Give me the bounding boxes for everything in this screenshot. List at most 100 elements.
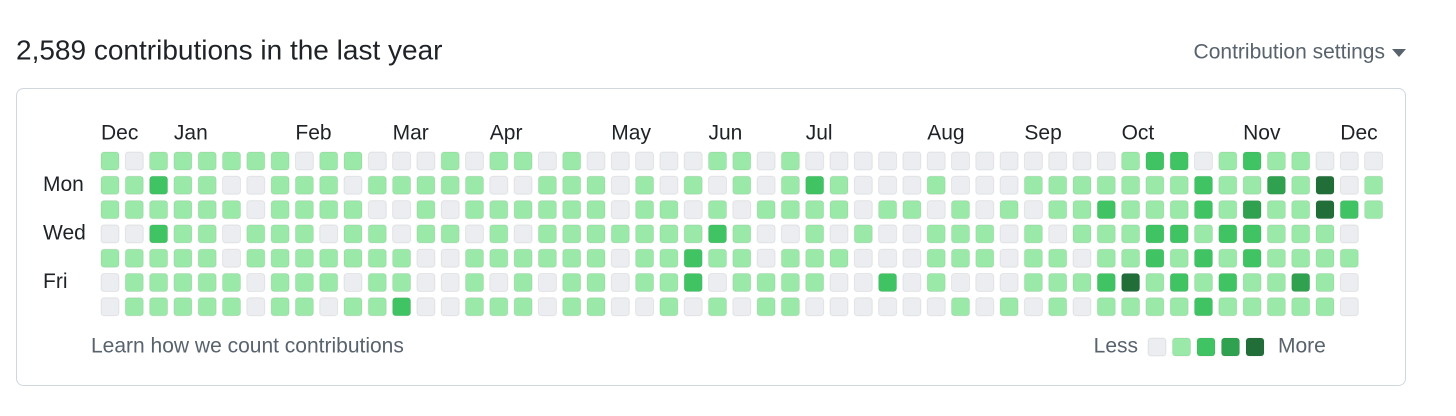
day-cell [732, 200, 752, 220]
day-cell [489, 200, 509, 220]
day-cell [173, 224, 193, 244]
settings-link[interactable]: Contribution settings [1194, 41, 1385, 64]
day-cell [222, 224, 241, 244]
day-cell [999, 297, 1019, 317]
day-cell [708, 200, 727, 220]
day-cell [975, 273, 995, 292]
day-cell [1364, 175, 1384, 195]
day-cell [683, 200, 703, 220]
day-cell [1145, 297, 1165, 317]
caret[interactable] [1392, 49, 1406, 57]
day-cell [1194, 224, 1213, 244]
day-cell [902, 200, 922, 220]
day-cell [416, 248, 436, 268]
month-label: Feb [295, 122, 331, 145]
day-cell [270, 151, 290, 171]
day-cell [1339, 151, 1359, 171]
day-cell [1145, 248, 1165, 268]
day-cell [246, 297, 266, 317]
day-cell [1315, 151, 1335, 171]
day-cell [197, 175, 217, 195]
day-cell [805, 151, 825, 171]
day-cell [708, 273, 727, 292]
day-cell [878, 151, 898, 171]
day-cell [246, 273, 266, 292]
day-cell [732, 151, 752, 171]
day-cell [805, 200, 825, 220]
day-cell [319, 273, 339, 292]
day-cell [149, 151, 169, 171]
day-cell [392, 297, 412, 317]
month-label: Dec [1340, 122, 1377, 145]
day-cell [562, 297, 582, 317]
day-cell [319, 200, 339, 220]
day-cell [173, 273, 193, 292]
day-cell [780, 273, 800, 292]
day-cell [853, 151, 873, 171]
day-cell [537, 175, 557, 195]
day-cell [537, 151, 557, 171]
day-cell [537, 248, 557, 268]
day-cell [562, 248, 582, 268]
day-cell [926, 200, 946, 220]
day-cell [222, 248, 241, 268]
day-cell [465, 224, 484, 244]
day-cell [343, 297, 363, 317]
day-cell [367, 200, 387, 220]
day-cell [975, 248, 995, 268]
day-cell [124, 297, 144, 317]
day-cell [1291, 273, 1311, 292]
day-cell [100, 200, 120, 220]
day-cell [1266, 151, 1286, 171]
day-cell [1169, 224, 1189, 244]
day-cell [416, 224, 436, 244]
day-cell [1145, 200, 1165, 220]
day-cell [124, 175, 144, 195]
day-cell [780, 224, 800, 244]
day-cell [1096, 297, 1116, 317]
day-cell [246, 248, 266, 268]
day-cell [708, 248, 727, 268]
day-cell [392, 273, 412, 292]
day-cell [805, 224, 825, 244]
day-cell [416, 151, 436, 171]
day-cell [999, 248, 1019, 268]
day-cell [294, 151, 314, 171]
day-cell [1194, 151, 1213, 171]
legend-cell [1245, 337, 1265, 357]
day-cell [270, 175, 290, 195]
day-cell [416, 297, 436, 317]
day-cell [999, 224, 1019, 244]
day-cell [319, 151, 339, 171]
day-cell [246, 175, 266, 195]
month-label: Jan [174, 122, 208, 145]
day-cell [586, 224, 606, 244]
day-cell [513, 224, 533, 244]
day-cell [1315, 273, 1335, 292]
learn-link[interactable]: Learn how we count contributions [91, 335, 404, 358]
day-cell [343, 248, 363, 268]
day-cell [343, 151, 363, 171]
day-cell [659, 151, 679, 171]
day-cell [780, 151, 800, 171]
day-cell [489, 175, 509, 195]
day-cell [683, 151, 703, 171]
day-cell [489, 151, 509, 171]
day-cell [124, 200, 144, 220]
day-cell [319, 175, 339, 195]
day-cell [367, 297, 387, 317]
day-cell [610, 151, 630, 171]
day-cell [708, 224, 727, 244]
day-cell [805, 248, 825, 268]
day-cell [343, 224, 363, 244]
day-cell [149, 175, 169, 195]
day-cell [319, 224, 339, 244]
day-cell [1218, 151, 1238, 171]
day-cell [1194, 273, 1213, 292]
day-cell [756, 175, 776, 195]
day-cell [513, 297, 533, 317]
day-cell [586, 297, 606, 317]
day-cell [440, 200, 460, 220]
day-cell [635, 224, 655, 244]
day-cell [246, 200, 266, 220]
